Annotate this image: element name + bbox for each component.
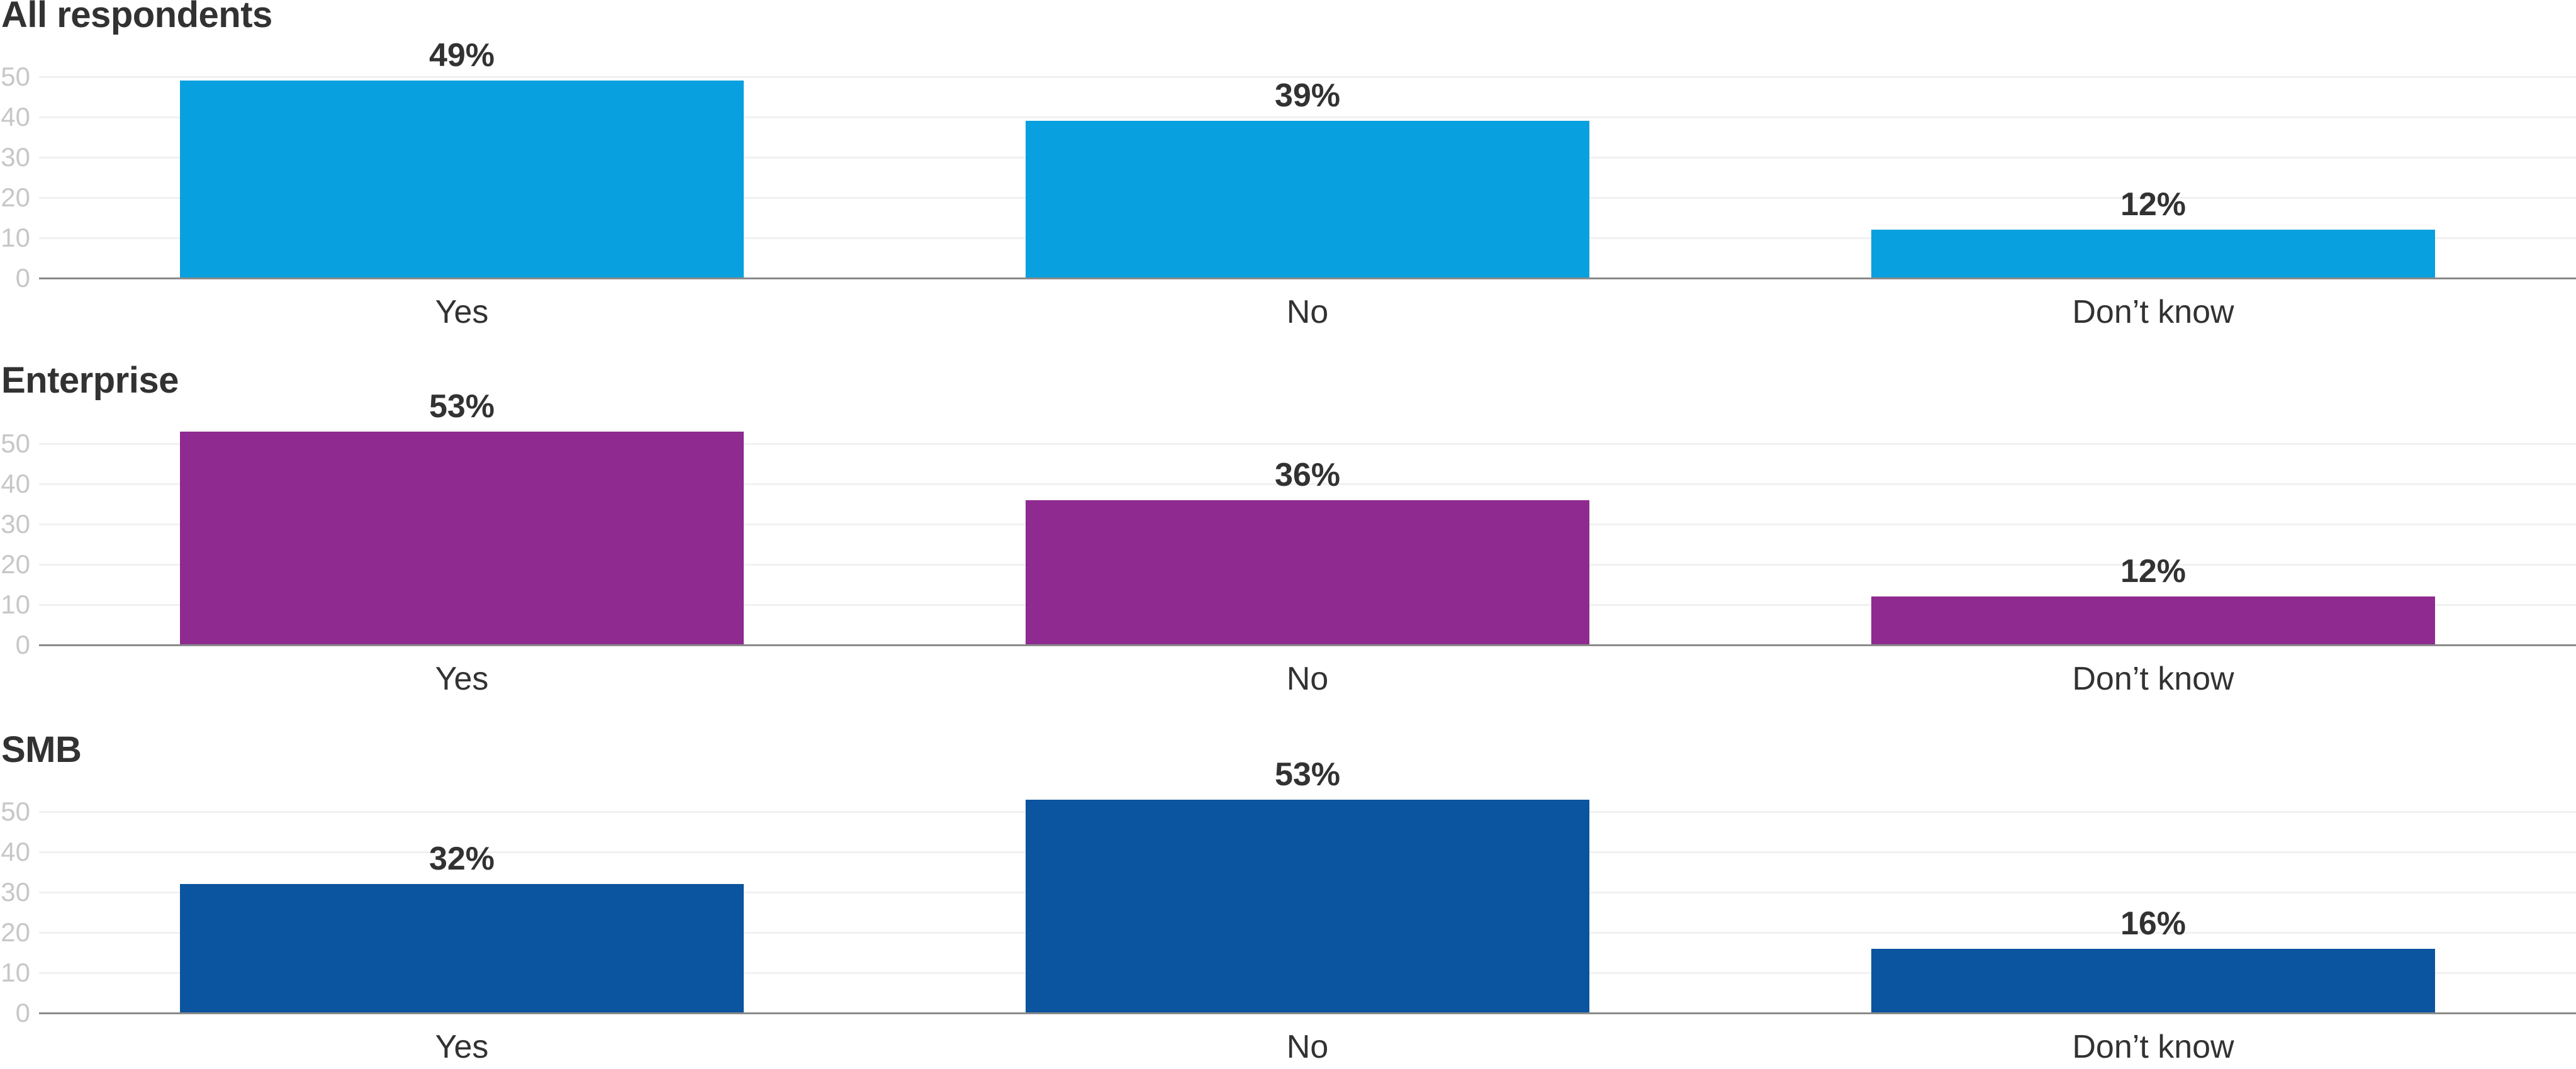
x-tick-label: Don’t know: [2072, 294, 2234, 330]
y-tick-label-0: 0: [15, 263, 30, 293]
y-tick-label-50: 50: [1, 428, 30, 458]
value-label: 12%: [2120, 553, 2187, 590]
x-axis-baseline: [39, 277, 2576, 279]
x-tick-label: No: [1286, 1029, 1329, 1065]
value-label: 39%: [1274, 77, 1341, 115]
y-tick-label-10: 10: [1, 223, 30, 252]
y-tick-label-40: 40: [1, 102, 30, 132]
y-tick-label-30: 30: [1, 509, 30, 539]
y-tick-label-30: 30: [1, 877, 30, 907]
panel-title-all-respondents: All respondents: [1, 0, 272, 35]
y-tick-label-30: 30: [1, 142, 30, 172]
x-tick-label: No: [1286, 661, 1329, 697]
bar-no: [1026, 121, 1589, 278]
bar-no: [1026, 500, 1589, 645]
bar-don-t-know: [1871, 948, 2435, 1013]
value-label: 16%: [2120, 905, 2187, 942]
bar-don-t-know: [1871, 596, 2435, 645]
x-tick-label: Don’t know: [2072, 661, 2234, 697]
y-tick-label-20: 20: [1, 182, 30, 212]
x-tick-label: Yes: [435, 294, 489, 330]
y-tick-label-40: 40: [1, 837, 30, 866]
bar-yes: [180, 884, 744, 1013]
bar-no: [1026, 799, 1589, 1013]
y-tick-label-0: 0: [15, 630, 30, 659]
plot-area-enterprise: 0 10 20 30 40 50 53% Yes 36% No 12% Don’t know: [1, 389, 2576, 697]
bar-yes: [180, 81, 744, 278]
value-label: 12%: [2120, 186, 2187, 223]
gridline-50: [39, 76, 2576, 78]
x-tick-label: Yes: [435, 661, 489, 697]
y-tick-label-20: 20: [1, 549, 30, 579]
gridline-50: [39, 442, 2576, 445]
value-label: 53%: [1274, 756, 1341, 793]
gridline-40: [39, 116, 2576, 118]
bar-yes: [180, 431, 744, 645]
panel-title-enterprise: Enterprise: [1, 360, 179, 401]
y-tick-label-10: 10: [1, 590, 30, 619]
panel-title-smb: SMB: [1, 729, 82, 770]
value-label: 32%: [428, 841, 495, 878]
x-axis-baseline: [39, 1012, 2576, 1014]
x-tick-label: Yes: [435, 1029, 489, 1065]
bar-don-t-know: [1871, 230, 2435, 278]
x-tick-label: No: [1286, 294, 1329, 330]
value-label: 53%: [428, 388, 495, 425]
plot-area-smb: 0 10 20 30 40 50 32% Yes 53% No 16% Don’t know: [1, 757, 2576, 1065]
y-tick-label-40: 40: [1, 469, 30, 498]
y-tick-label-20: 20: [1, 917, 30, 947]
x-tick-label: Don’t know: [2072, 1029, 2234, 1065]
y-tick-label-50: 50: [1, 797, 30, 826]
y-tick-label-10: 10: [1, 958, 30, 987]
x-axis-baseline: [39, 644, 2576, 646]
gridline-40: [39, 483, 2576, 485]
y-tick-label-0: 0: [15, 998, 30, 1027]
value-label: 49%: [428, 37, 495, 74]
plot-area-all-respondents: 0 10 20 30 40 50 49% Yes 39% No 12% Don’t know: [1, 38, 2576, 330]
value-label: 36%: [1274, 456, 1341, 493]
y-tick-label-50: 50: [1, 62, 30, 91]
